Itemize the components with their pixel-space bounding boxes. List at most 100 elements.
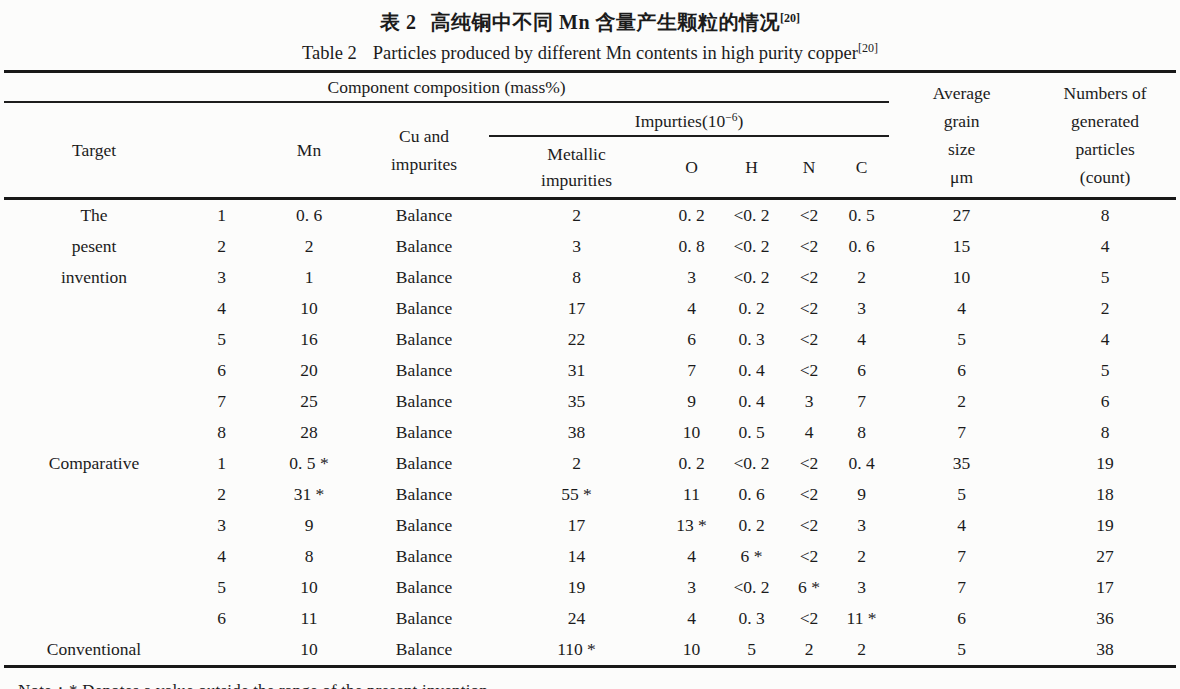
header-target: Target [4, 102, 184, 198]
table-cell: 10 [259, 572, 359, 603]
table-cell: 4 [664, 541, 719, 572]
caption-english-number: Table 2 [302, 43, 357, 63]
header-impurities-exponent: −6 [725, 111, 737, 123]
table-cell: <0. 2 [719, 198, 784, 231]
table-cell: 4 [664, 293, 719, 324]
table-cell: 11 * [834, 603, 889, 634]
header-nitrogen: N [784, 136, 834, 198]
table-cell: 25 [259, 386, 359, 417]
table-cell: Balance [359, 541, 489, 572]
table-cell: 2 [889, 386, 1034, 417]
table-cell: 2 [834, 541, 889, 572]
table-cell: Conventional [4, 634, 184, 667]
table-cell: 18 [1034, 479, 1176, 510]
table-cell: 3 [489, 231, 664, 262]
table-cell: Balance [359, 386, 489, 417]
table-row: 620Balance3170. 4<2665 [4, 355, 1176, 386]
table-cell: 10 [259, 293, 359, 324]
table-cell [4, 541, 184, 572]
table-cell: Balance [359, 262, 489, 293]
table-cell: 13 * [664, 510, 719, 541]
table-cell: 0. 8 [664, 231, 719, 262]
table-cell: <2 [784, 541, 834, 572]
table-cell: 35 [489, 386, 664, 417]
table-cell: 0. 4 [719, 386, 784, 417]
table-cell: Balance [359, 510, 489, 541]
table-cell: 6 * [719, 541, 784, 572]
table-cell: 0. 5 [719, 417, 784, 448]
table-cell: 38 [489, 417, 664, 448]
table-row: Conventional10Balance110 *10522538 [4, 634, 1176, 667]
header-sample-number [184, 102, 259, 198]
table-row: 48Balance1446 *<22727 [4, 541, 1176, 572]
table-cell: 11 [664, 479, 719, 510]
table-cell: 3 [784, 386, 834, 417]
table-cell: 14 [489, 541, 664, 572]
table-cell [4, 603, 184, 634]
table-cell: 110 * [489, 634, 664, 667]
table-cell [4, 355, 184, 386]
table-cell: Balance [359, 572, 489, 603]
table-cell: pesent [4, 231, 184, 262]
citation-ref: [20] [780, 11, 800, 25]
table-cell: 8 [834, 417, 889, 448]
header-mn: Mn [259, 102, 359, 198]
table-row: The10. 6Balance20. 2<0. 2<20. 5278 [4, 198, 1176, 231]
table-cell: 9 [834, 479, 889, 510]
table-cell: 3 [184, 262, 259, 293]
table-cell: 10 [889, 262, 1034, 293]
table-cell: 9 [664, 386, 719, 417]
table-cell: <2 [784, 510, 834, 541]
table-cell: <2 [784, 355, 834, 386]
table-cell [4, 510, 184, 541]
table-cell: The [4, 198, 184, 231]
caption-chinese-number: 表 2 [380, 11, 417, 33]
table-cell: invention [4, 262, 184, 293]
table-cell [4, 324, 184, 355]
table-cell: <2 [784, 479, 834, 510]
data-table: Component composition (mass%) Average gr… [4, 70, 1176, 668]
table-cell: 31 [489, 355, 664, 386]
table-cell: 0. 2 [719, 293, 784, 324]
table-cell: 17 [1034, 572, 1176, 603]
table-cell: 55 * [489, 479, 664, 510]
header-numbers-generated: Numbers of generated particles (count) [1034, 72, 1176, 199]
table-cell: 6 [834, 355, 889, 386]
table-cell [4, 572, 184, 603]
table-cell: 4 [889, 293, 1034, 324]
table-cell: <2 [784, 324, 834, 355]
header-metallic-impurities: Metallic impurities [489, 136, 664, 198]
table-cell: 27 [889, 198, 1034, 231]
table-cell: 24 [489, 603, 664, 634]
table-cell: Balance [359, 198, 489, 231]
table-cell: <2 [784, 603, 834, 634]
table-cell: 4 [184, 541, 259, 572]
table-cell: 5 [184, 572, 259, 603]
table-cell: 6 [1034, 386, 1176, 417]
table-cell: 19 [489, 572, 664, 603]
table-caption: 表 2高纯铜中不同 Mn 含量产生颗粒的情况[20] Table 2Partic… [0, 0, 1180, 67]
table-cell [4, 386, 184, 417]
table-cell: 3 [184, 510, 259, 541]
table-cell: 3 [834, 510, 889, 541]
table-cell: 2 [184, 479, 259, 510]
table-cell: 19 [1034, 510, 1176, 541]
table-cell: 3 [834, 572, 889, 603]
table-cell: <0. 2 [719, 231, 784, 262]
table-cell: 2 [834, 634, 889, 667]
table-cell [184, 634, 259, 667]
table-cell: 4 [664, 603, 719, 634]
table-cell: 0. 6 [259, 198, 359, 231]
table-cell: Comparative [4, 448, 184, 479]
table-cell: 28 [259, 417, 359, 448]
table-cell: 5 [719, 634, 784, 667]
table-cell: Balance [359, 293, 489, 324]
table-cell: <2 [784, 198, 834, 231]
table-cell: 2 [784, 634, 834, 667]
table-row: 39Balance1713 *0. 2<23419 [4, 510, 1176, 541]
table-cell: 8 [184, 417, 259, 448]
table-cell: 10 [664, 417, 719, 448]
table-row: 231 *Balance55 *110. 6<29518 [4, 479, 1176, 510]
table-cell: 22 [489, 324, 664, 355]
table-cell: 2 [489, 448, 664, 479]
